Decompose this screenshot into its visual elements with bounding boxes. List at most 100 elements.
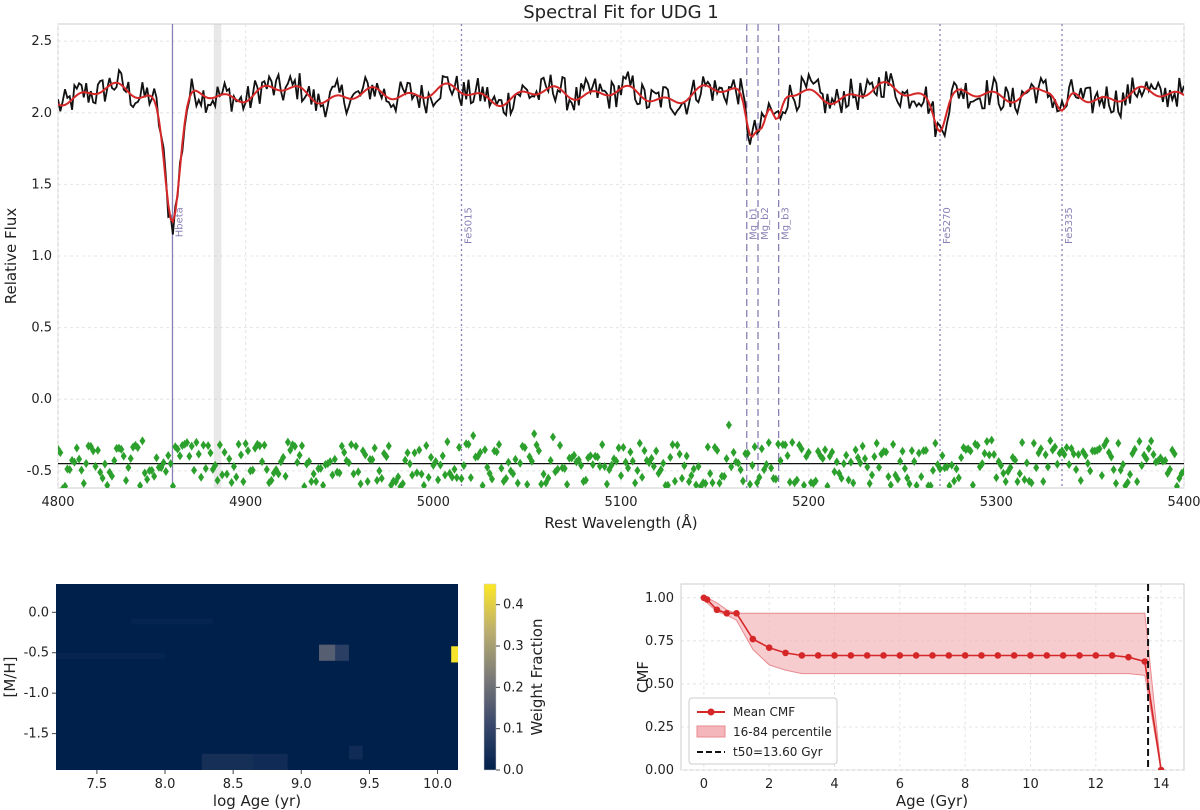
residual-point — [357, 479, 364, 488]
residual-point — [510, 469, 517, 479]
cmf-ytick-label: 0.50 — [645, 677, 674, 692]
residual-point — [399, 479, 406, 488]
residual-point — [442, 470, 449, 480]
residual-point — [470, 431, 477, 441]
residual-point — [242, 439, 249, 449]
legend-mean-cmf-marker — [707, 708, 715, 716]
residual-point — [1077, 475, 1084, 485]
residual-point — [545, 473, 552, 483]
residual-point — [725, 420, 732, 430]
residual-point — [505, 457, 512, 467]
cmf-point — [713, 606, 721, 614]
cmf-point — [1125, 653, 1132, 661]
residual-point — [350, 469, 357, 479]
cmf-point — [994, 652, 1002, 659]
spectral-line-label: Fe5270 — [942, 207, 953, 244]
residual-point — [714, 445, 721, 455]
residual-point — [83, 458, 90, 468]
residual-point — [524, 480, 531, 488]
residual-point — [540, 469, 547, 479]
spectral-line-label: Fe5015 — [463, 207, 474, 244]
residual-point — [1030, 438, 1037, 448]
residual-point — [632, 478, 639, 488]
residual-point — [364, 476, 371, 486]
residual-point — [784, 451, 791, 461]
residual-point — [955, 473, 962, 483]
residual-point — [137, 481, 144, 488]
cmf-point — [1076, 652, 1083, 659]
cmf-point — [814, 652, 822, 659]
residual-point — [721, 471, 728, 481]
residual-point — [763, 460, 770, 470]
residual-point — [747, 479, 754, 488]
residual-point — [329, 470, 336, 480]
residual-point — [561, 464, 568, 474]
residual-point — [1016, 469, 1023, 479]
residual-point — [1082, 451, 1089, 461]
residual-point — [1110, 465, 1117, 475]
residual-point — [369, 455, 376, 465]
cmf-ytick-label: 0.25 — [645, 720, 674, 735]
residual-point — [744, 448, 751, 458]
residual-point — [320, 480, 327, 488]
residual-point — [1000, 468, 1007, 478]
residual-point — [1134, 477, 1141, 487]
residual-point — [1014, 477, 1021, 487]
cmf-ytick-label: 1.00 — [645, 591, 674, 606]
residual-point — [979, 459, 986, 469]
residual-point — [385, 441, 392, 451]
residual-point — [512, 454, 519, 464]
residual-point — [775, 439, 782, 449]
residual-point — [1084, 458, 1091, 468]
residual-point — [280, 452, 287, 462]
residual-point — [812, 476, 819, 486]
heatmap-cells — [56, 618, 458, 770]
residual-point — [535, 446, 542, 456]
residual-point — [728, 462, 735, 472]
residual-point — [847, 457, 854, 467]
spectrum-xlabel: Rest Wavelength (Å) — [544, 513, 697, 532]
spectrum-series — [58, 67, 1184, 235]
residual-point — [184, 438, 191, 448]
residual-point — [681, 461, 688, 471]
cmf-ylabel: CMF — [634, 661, 652, 693]
residual-point — [207, 448, 214, 458]
residual-point — [298, 441, 305, 451]
cmf-point — [978, 652, 985, 659]
residual-point — [1171, 449, 1178, 459]
residual-point — [101, 459, 108, 469]
residual-point — [460, 461, 467, 471]
residual-point — [216, 440, 223, 450]
model-spectrum-line — [58, 81, 1184, 224]
cmf-point — [1059, 652, 1067, 659]
residual-point — [432, 456, 439, 466]
spectrum-grid — [57, 24, 1185, 488]
residual-point — [496, 439, 503, 449]
residual-point — [449, 472, 456, 482]
residual-point — [986, 450, 993, 460]
residual-point — [899, 446, 906, 456]
residual-point — [618, 471, 624, 481]
residual-point — [953, 464, 960, 474]
residual-point — [123, 475, 130, 485]
residual-point — [1148, 436, 1155, 446]
cmf-point — [863, 652, 871, 659]
residual-point — [1033, 463, 1040, 473]
residual-point — [237, 450, 244, 460]
cmf-ytick-label: 0.00 — [645, 763, 674, 778]
residual-point — [1166, 464, 1173, 474]
residual-point — [378, 473, 385, 483]
residual-point — [104, 480, 111, 488]
residual-point — [911, 457, 918, 467]
residual-point — [355, 467, 362, 477]
heatmap-cell — [56, 652, 166, 660]
legend-percentile-swatch — [696, 725, 726, 738]
residual-point — [402, 455, 409, 465]
residual-point — [235, 439, 242, 449]
spectrum-title: Spectral Fit for UDG 1 — [523, 2, 719, 23]
residual-point — [840, 459, 847, 469]
residual-point — [969, 480, 976, 488]
residual-point — [557, 440, 564, 450]
residual-point — [507, 466, 514, 476]
cmf-point — [929, 652, 936, 659]
